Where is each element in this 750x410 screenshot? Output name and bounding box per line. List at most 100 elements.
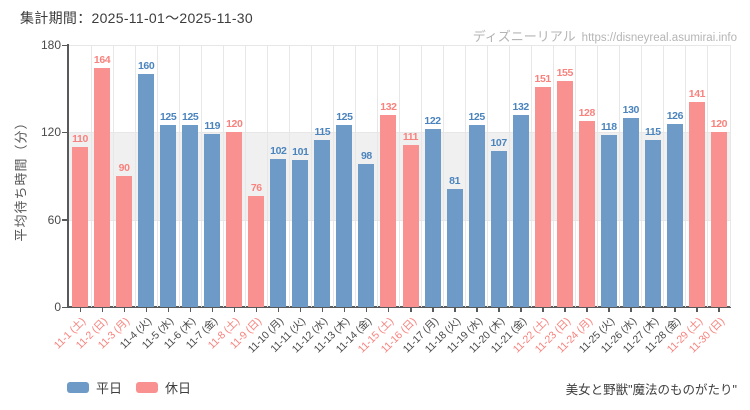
v-gridline: [266, 45, 268, 307]
x-axis-tick: [299, 308, 302, 312]
weekday-swatch-icon: [67, 382, 89, 393]
bar-value-label: 102: [270, 144, 287, 157]
x-axis-tick: [211, 308, 214, 312]
bar[interactable]: [182, 125, 199, 307]
x-axis-tick: [189, 308, 192, 312]
v-gridline: [531, 45, 533, 307]
bar[interactable]: [160, 125, 177, 307]
v-gridline: [663, 45, 665, 307]
v-gridline: [619, 45, 621, 307]
bar[interactable]: [358, 164, 375, 307]
bar[interactable]: [534, 87, 551, 307]
v-gridline: [553, 45, 555, 307]
bar[interactable]: [138, 74, 155, 307]
v-gridline: [310, 45, 312, 307]
bar-value-label: 81: [449, 175, 461, 188]
legend-item-holiday[interactable]: 休日: [136, 378, 191, 397]
bar[interactable]: [666, 123, 683, 307]
v-gridline: [156, 45, 158, 307]
watermark-url: https://disneyreal.asumirai.info: [581, 32, 737, 44]
x-axis-tick: [233, 308, 236, 312]
bar-value-label: 111: [402, 131, 419, 144]
bar[interactable]: [314, 139, 331, 307]
bar[interactable]: [248, 196, 265, 307]
bar[interactable]: [292, 160, 309, 307]
bar-value-label: 120: [710, 118, 728, 131]
x-axis-tick: [652, 308, 654, 312]
bar[interactable]: [226, 132, 243, 307]
y-axis-tick: [62, 131, 67, 134]
bar-value-label: 119: [204, 119, 221, 132]
bar-value-label: 118: [600, 121, 617, 134]
bar[interactable]: [644, 139, 661, 307]
bar[interactable]: [380, 114, 397, 307]
x-axis-tick: [630, 308, 632, 312]
bar[interactable]: [556, 81, 573, 307]
y-tick-label: 120: [40, 125, 61, 140]
bar-value-label: 101: [292, 145, 309, 158]
v-gridline: [399, 45, 400, 307]
legend: 平日 休日: [67, 378, 191, 397]
v-gridline: [421, 45, 423, 307]
bar[interactable]: [578, 120, 595, 307]
legend-item-weekday[interactable]: 平日: [67, 378, 122, 397]
x-axis-tick: [343, 308, 346, 312]
bar[interactable]: [688, 101, 705, 307]
v-gridline: [509, 45, 511, 307]
x-axis-tick: [674, 308, 676, 312]
y-axis-line: [67, 44, 69, 308]
x-axis-tick: [101, 308, 104, 312]
holiday-swatch-icon: [136, 382, 159, 393]
y-axis-title: 平均待ち時間（分）: [13, 115, 29, 242]
bar-value-label: 107: [490, 137, 507, 150]
bar[interactable]: [512, 114, 529, 307]
x-axis-tick: [564, 308, 566, 312]
bar[interactable]: [270, 158, 287, 307]
bar[interactable]: [94, 68, 111, 307]
bar[interactable]: [490, 151, 507, 307]
bar-value-label: 122: [424, 115, 441, 128]
bar-value-label: 132: [380, 100, 397, 113]
v-gridline: [707, 45, 709, 307]
y-tick-label: 60: [47, 212, 61, 227]
bar-value-label: 110: [72, 132, 88, 145]
x-axis-tick: [79, 308, 82, 312]
bar-value-label: 125: [336, 111, 353, 124]
v-gridline: [354, 45, 356, 307]
bar-value-label: 132: [512, 100, 530, 113]
v-gridline: [465, 45, 467, 307]
bar[interactable]: [402, 145, 419, 307]
attraction-name: 美女と野獣"魔法のものがたり": [565, 383, 737, 397]
v-gridline: [222, 45, 224, 307]
v-gridline: [244, 45, 246, 307]
y-axis-tick: [62, 44, 67, 46]
x-axis-tick: [696, 308, 698, 312]
bar-value-label: 125: [182, 111, 199, 124]
bar[interactable]: [204, 133, 221, 307]
bar-value-label: 125: [468, 111, 485, 124]
y-axis-tick: [62, 219, 67, 221]
bar[interactable]: [622, 117, 639, 307]
bar-value-label: 98: [360, 150, 372, 163]
x-axis-line: [67, 306, 731, 308]
x-axis-tick: [145, 308, 148, 312]
y-axis-tick: [62, 306, 67, 308]
bar[interactable]: [336, 125, 353, 307]
bar[interactable]: [116, 176, 133, 307]
bar[interactable]: [600, 135, 617, 307]
bar-value-label: 130: [622, 103, 640, 116]
bar-value-label: 90: [118, 162, 130, 174]
bar[interactable]: [424, 129, 441, 307]
legend-label-weekday: 平日: [96, 381, 123, 396]
bar[interactable]: [72, 146, 89, 307]
x-axis-tick: [277, 308, 280, 312]
v-gridline: [597, 45, 599, 307]
bar[interactable]: [710, 132, 727, 307]
bar-value-label: 126: [666, 109, 684, 122]
x-axis-tick: [432, 308, 434, 312]
x-axis-tick: [365, 308, 368, 312]
x-axis-tick: [476, 308, 478, 312]
bar[interactable]: [468, 125, 485, 307]
bar-value-label: 115: [645, 125, 661, 138]
bar[interactable]: [446, 189, 463, 307]
